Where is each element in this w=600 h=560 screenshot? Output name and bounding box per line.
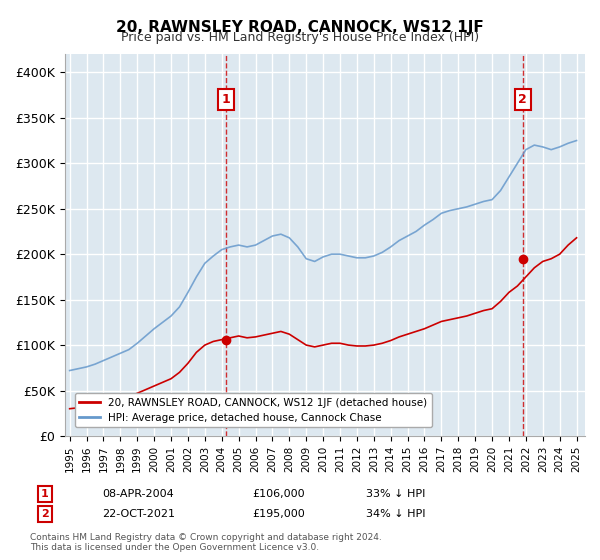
Text: 1: 1 (41, 489, 49, 499)
Text: Price paid vs. HM Land Registry's House Price Index (HPI): Price paid vs. HM Land Registry's House … (121, 31, 479, 44)
Text: 2: 2 (518, 93, 527, 106)
Text: 34% ↓ HPI: 34% ↓ HPI (366, 509, 425, 519)
Text: This data is licensed under the Open Government Licence v3.0.: This data is licensed under the Open Gov… (30, 543, 319, 552)
Legend: 20, RAWNSLEY ROAD, CANNOCK, WS12 1JF (detached house), HPI: Average price, detac: 20, RAWNSLEY ROAD, CANNOCK, WS12 1JF (de… (75, 394, 431, 427)
Text: 33% ↓ HPI: 33% ↓ HPI (366, 489, 425, 499)
Text: £195,000: £195,000 (252, 509, 305, 519)
Text: 2: 2 (41, 509, 49, 519)
Text: 22-OCT-2021: 22-OCT-2021 (102, 509, 175, 519)
Text: 20, RAWNSLEY ROAD, CANNOCK, WS12 1JF: 20, RAWNSLEY ROAD, CANNOCK, WS12 1JF (116, 20, 484, 35)
Text: 1: 1 (222, 93, 230, 106)
Text: Contains HM Land Registry data © Crown copyright and database right 2024.: Contains HM Land Registry data © Crown c… (30, 533, 382, 542)
Text: £106,000: £106,000 (252, 489, 305, 499)
Text: 08-APR-2004: 08-APR-2004 (102, 489, 174, 499)
